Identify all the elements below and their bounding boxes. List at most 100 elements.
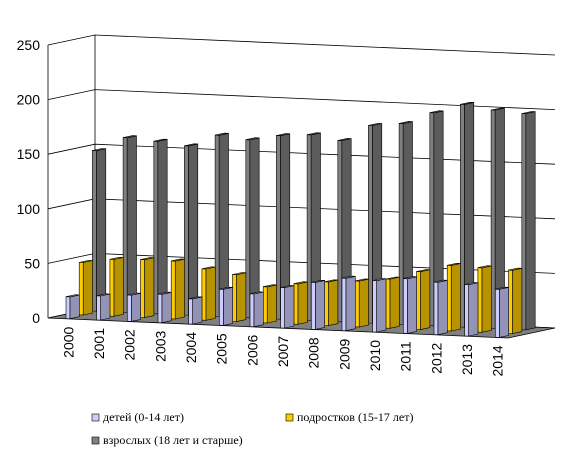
bar xyxy=(232,272,247,322)
bar-side xyxy=(82,260,93,316)
bar xyxy=(368,123,383,324)
bar xyxy=(433,279,448,336)
bar xyxy=(184,143,199,316)
bar xyxy=(65,294,80,320)
bar xyxy=(262,284,277,324)
bar-front xyxy=(140,259,145,318)
x-tick-label: 2011 xyxy=(398,341,414,371)
bar-front xyxy=(78,262,84,316)
bar-side xyxy=(192,296,203,325)
bar-front xyxy=(337,140,343,323)
bar-front xyxy=(184,145,189,316)
bar-side xyxy=(96,148,107,312)
y-tick-label: 0 xyxy=(32,310,40,326)
bar xyxy=(293,281,308,325)
bar-side xyxy=(188,143,199,316)
bar xyxy=(446,262,461,332)
bar-front xyxy=(280,287,285,329)
bar-front xyxy=(127,294,132,322)
bar-side xyxy=(481,265,492,333)
x-axis-ticks: 2000 2001 2002 2003 2004 2005 2006 2007 2008 2009… xyxy=(60,326,505,376)
bar xyxy=(521,111,536,331)
bar-side xyxy=(205,266,216,321)
bar-front xyxy=(245,139,251,319)
bar xyxy=(508,267,523,334)
bar-side xyxy=(468,282,479,337)
bar-side xyxy=(236,272,247,322)
bar-front xyxy=(157,293,163,324)
gridline xyxy=(47,89,556,110)
bar xyxy=(310,279,326,330)
bar xyxy=(429,110,444,327)
x-tick-label: 2014 xyxy=(490,345,506,376)
x-tick-label: 2010 xyxy=(367,340,383,371)
bar-side xyxy=(266,284,277,324)
legend-swatch-children xyxy=(91,413,100,422)
bar-front xyxy=(368,125,373,324)
bar-front xyxy=(372,280,377,333)
bar xyxy=(460,101,475,328)
bar-front xyxy=(153,140,159,315)
bar-side xyxy=(144,257,155,318)
bar xyxy=(416,269,431,330)
bar-front xyxy=(429,112,435,327)
bar xyxy=(276,133,291,320)
bar-front xyxy=(214,134,220,317)
x-tick-label: 2012 xyxy=(428,342,444,373)
bar-front xyxy=(96,295,101,321)
bar-side xyxy=(131,292,141,322)
bar-front xyxy=(109,258,115,317)
bar xyxy=(92,148,107,312)
bar-front xyxy=(521,113,527,331)
bar-front xyxy=(398,123,404,325)
bar-side xyxy=(406,276,418,334)
bar xyxy=(490,107,505,329)
bar xyxy=(280,285,295,329)
bar xyxy=(341,275,356,332)
x-tick-label: 2004 xyxy=(183,332,199,363)
bar-front xyxy=(402,278,408,334)
bar-side xyxy=(126,135,137,313)
bar-front xyxy=(494,288,500,338)
bar-front xyxy=(249,293,255,328)
bar xyxy=(402,276,418,334)
bar-front xyxy=(416,271,421,330)
legend-label-teens: подростков (15-17 лет) xyxy=(297,410,413,424)
bar-side xyxy=(420,269,431,330)
legend-label-children: детей (0-14 лет) xyxy=(103,410,184,424)
y-tick-label: 100 xyxy=(17,201,41,217)
y-tick-label: 150 xyxy=(17,146,41,162)
bar-side xyxy=(314,280,326,330)
legend-swatch-teens xyxy=(285,413,294,422)
bar-front xyxy=(460,103,465,328)
bar-side xyxy=(450,263,461,332)
bar-side xyxy=(100,293,111,321)
bar-side xyxy=(437,279,448,336)
bar xyxy=(464,282,479,337)
bar-front xyxy=(92,150,97,312)
bar-side xyxy=(249,137,260,319)
x-tick-label: 2009 xyxy=(336,338,352,369)
bar xyxy=(109,256,124,317)
bar-front xyxy=(170,260,176,320)
bar-side xyxy=(113,257,124,317)
bar xyxy=(398,121,413,325)
bar-front xyxy=(341,277,347,332)
bar-front xyxy=(276,135,281,320)
y-tick-label: 50 xyxy=(24,255,40,271)
bar-front xyxy=(490,109,496,329)
bar xyxy=(306,132,321,321)
legend-label-adults: взрослых (18 лет и старше) xyxy=(103,433,243,447)
bar xyxy=(372,278,387,333)
bar xyxy=(188,296,203,325)
bar-side xyxy=(328,279,339,326)
bar-side xyxy=(174,258,185,320)
bar-side xyxy=(358,278,369,328)
bar xyxy=(140,257,155,318)
bar-side xyxy=(297,281,308,325)
bar-side xyxy=(253,291,264,328)
bar-side xyxy=(284,285,295,329)
bar-side xyxy=(161,291,172,324)
bar xyxy=(477,265,492,333)
